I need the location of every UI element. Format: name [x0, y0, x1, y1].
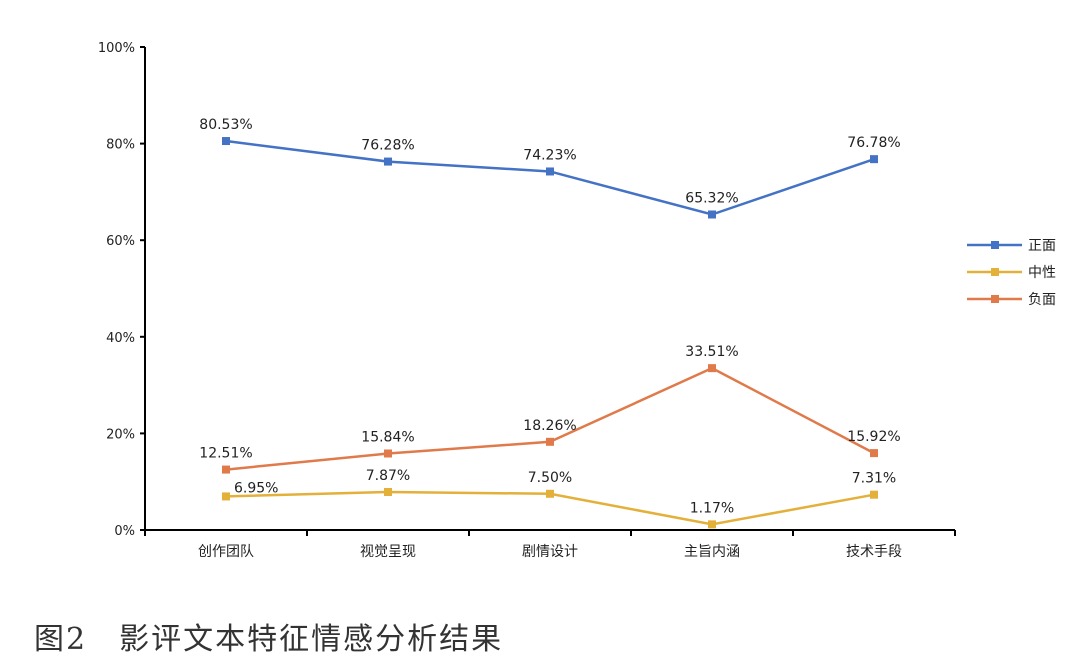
data-label: 74.23%	[523, 147, 576, 163]
data-point	[384, 157, 392, 166]
y-tick-label: 40%	[106, 331, 135, 346]
data-point	[546, 489, 554, 498]
data-point	[708, 210, 716, 219]
y-tick-label: 80%	[106, 138, 135, 153]
legend-label: 正面	[1028, 238, 1056, 254]
data-label: 7.87%	[366, 468, 410, 484]
x-category-label: 创作团队	[198, 544, 254, 560]
data-label: 33.51%	[685, 344, 738, 360]
x-category-label: 主旨内涵	[684, 544, 740, 560]
data-point	[870, 490, 878, 499]
data-label: 6.95%	[234, 480, 278, 496]
sentiment-line-chart: 0% 20% 40% 60% 80% 100% 创作团队 视觉呈现 剧情设计 主旨内涵 技术手段 80…	[98, 41, 1056, 560]
y-tick-label: 100%	[98, 41, 135, 56]
legend-marker	[991, 295, 999, 303]
data-label: 7.31%	[852, 471, 896, 487]
data-label: 80.53%	[199, 117, 252, 133]
x-category-label: 剧情设计	[522, 544, 578, 560]
data-point	[222, 137, 230, 146]
y-tick-label: 60%	[106, 234, 135, 249]
data-label: 15.92%	[847, 429, 900, 445]
data-point	[384, 487, 392, 496]
data-point	[870, 155, 878, 164]
data-label: 65.32%	[685, 191, 738, 207]
legend-marker	[991, 268, 999, 276]
data-point	[546, 437, 554, 446]
legend-label: 负面	[1028, 292, 1056, 308]
data-point	[708, 364, 716, 373]
data-label: 12.51%	[199, 446, 252, 462]
data-label: 76.28%	[361, 138, 414, 154]
data-point	[222, 465, 230, 474]
legend-label: 中性	[1028, 265, 1056, 281]
figure-caption: 图2 影评文本特征情感分析结果	[34, 622, 504, 657]
data-label: 1.17%	[690, 500, 734, 516]
x-category-label: 技术手段	[846, 544, 902, 560]
data-label: 7.50%	[528, 470, 572, 486]
data-point	[546, 167, 554, 176]
data-label: 76.78%	[847, 135, 900, 151]
y-tick-label: 0%	[114, 524, 135, 539]
y-tick-label: 20%	[106, 427, 135, 442]
data-label: 18.26%	[523, 418, 576, 434]
data-point	[222, 492, 230, 501]
data-point	[870, 449, 878, 458]
legend-marker	[991, 241, 999, 249]
x-category-label: 视觉呈现	[360, 544, 416, 560]
data-label: 15.84%	[361, 429, 414, 445]
data-point	[708, 520, 716, 529]
data-point	[384, 449, 392, 458]
